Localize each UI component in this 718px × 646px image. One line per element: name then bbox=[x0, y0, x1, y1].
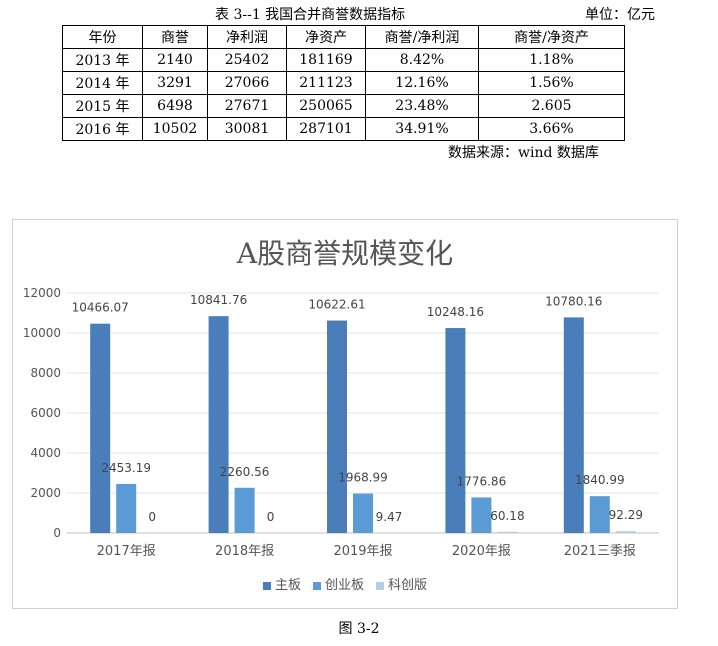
data-label: 2453.19 bbox=[101, 461, 151, 475]
table-cell: 12.16% bbox=[365, 71, 479, 95]
table-header-row: 年份 商誉 净利润 净资产 商誉/净利润 商誉/净资产 bbox=[62, 25, 625, 49]
x-tick-label: 2017年报 bbox=[97, 544, 156, 559]
chart-title: A股商誉规模变化 bbox=[236, 237, 454, 270]
table-row: 2013 年 2140 25402 181169 8.42% 1.18% bbox=[62, 48, 625, 72]
bar bbox=[234, 487, 255, 533]
data-label: 10780.16 bbox=[545, 294, 602, 308]
table-cell: 27066 bbox=[207, 71, 287, 95]
table-cell: 30081 bbox=[207, 117, 287, 141]
y-tick-label: 8000 bbox=[30, 366, 61, 380]
data-label: 1776.86 bbox=[457, 474, 507, 488]
bar bbox=[116, 483, 137, 533]
data-label: 1968.99 bbox=[338, 471, 388, 485]
bar bbox=[615, 531, 636, 533]
legend-item: 主板 bbox=[262, 574, 301, 593]
table-row: 2016 年 10502 30081 287101 34.91% 3.66% bbox=[62, 117, 625, 141]
chart-legend: 主板 创业板 科创版 bbox=[13, 574, 677, 593]
data-label: 2260.56 bbox=[220, 465, 270, 479]
figure-caption: 图 3-2 bbox=[338, 621, 380, 637]
table-header-cell: 年份 bbox=[62, 25, 143, 49]
bar bbox=[353, 493, 373, 533]
legend-swatch bbox=[312, 581, 321, 590]
table-cell: 2.605 bbox=[478, 94, 625, 118]
table-cell: 27671 bbox=[207, 94, 287, 118]
table-cell: 8.42% bbox=[365, 48, 479, 72]
bar bbox=[497, 531, 518, 533]
y-tick-label: 10000 bbox=[23, 326, 61, 340]
legend-label: 科创版 bbox=[388, 578, 428, 593]
data-label: 1840.99 bbox=[575, 473, 625, 487]
y-tick-label: 2000 bbox=[30, 486, 61, 500]
table-cell: 2140 bbox=[142, 48, 208, 72]
table-cell: 3291 bbox=[142, 71, 208, 95]
data-label: 10841.76 bbox=[190, 293, 247, 307]
table-cell: 250065 bbox=[286, 94, 366, 118]
table-cell: 2013 年 bbox=[62, 48, 143, 72]
table-header-cell: 净利润 bbox=[207, 25, 287, 49]
y-tick-label: 6000 bbox=[30, 406, 61, 420]
table-unit: 单位：亿元 bbox=[585, 7, 655, 23]
legend-swatch bbox=[262, 581, 271, 590]
data-label: 0 bbox=[267, 510, 275, 524]
table-cell: 2015 年 bbox=[62, 94, 143, 118]
table-header-cell: 商誉/净资产 bbox=[478, 25, 625, 49]
bar bbox=[589, 496, 610, 533]
data-label: 10466.07 bbox=[72, 301, 129, 315]
table-cell: 6498 bbox=[142, 94, 208, 118]
chart-frame: A股商誉规模变化 0 2000 4000 6000 8000 10000 12000 1046… bbox=[12, 219, 678, 609]
legend-item: 创业板 bbox=[312, 574, 364, 593]
table-cell: 3.66% bbox=[478, 117, 625, 141]
bar bbox=[327, 320, 347, 533]
table-cell: 181169 bbox=[286, 48, 366, 72]
y-tick-label: 12000 bbox=[23, 286, 61, 300]
table-cell: 1.18% bbox=[478, 48, 625, 72]
data-label: 0 bbox=[148, 510, 156, 524]
table-cell: 23.48% bbox=[365, 94, 479, 118]
table-cell: 34.91% bbox=[365, 117, 479, 141]
table-cell: 287101 bbox=[286, 117, 366, 141]
y-tick-label: 0 bbox=[53, 526, 61, 540]
y-tick-label: 4000 bbox=[30, 446, 61, 460]
table-title: 表 3--1 我国合并商誉数据指标 bbox=[215, 7, 406, 23]
data-label: 10622.61 bbox=[308, 298, 365, 312]
table-header-cell: 净资产 bbox=[286, 25, 366, 49]
legend-label: 主板 bbox=[274, 578, 301, 593]
table-row: 2015 年 6498 27671 250065 23.48% 2.605 bbox=[62, 94, 625, 118]
data-label: 60.18 bbox=[490, 509, 524, 523]
data-label: 10248.16 bbox=[427, 305, 484, 319]
x-tick-label: 2021三季报 bbox=[564, 544, 636, 559]
table-source: 数据来源：wind 数据库 bbox=[448, 145, 599, 161]
table-cell: 1.56% bbox=[478, 71, 625, 95]
table-header-cell: 商誉/净利润 bbox=[365, 25, 479, 49]
goodwill-table: 年份 商誉 净利润 净资产 商誉/净利润 商誉/净资产 2013 年 2140 … bbox=[62, 25, 625, 141]
data-label: 9.47 bbox=[376, 510, 403, 524]
bar bbox=[563, 317, 584, 533]
table-cell: 211123 bbox=[286, 71, 366, 95]
table-row: 2014 年 3291 27066 211123 12.16% 1.56% bbox=[62, 71, 625, 95]
bar bbox=[471, 497, 492, 533]
x-tick-label: 2018年报 bbox=[215, 544, 274, 559]
bar-chart: 0 2000 4000 6000 8000 10000 12000 10466.07 2453.… bbox=[23, 286, 659, 559]
table-caption: 表 3--1 我国合并商誉数据指标 单位：亿元 bbox=[0, 4, 718, 24]
legend-label: 创业板 bbox=[324, 578, 364, 593]
bar bbox=[90, 323, 111, 533]
table-header-cell: 商誉 bbox=[142, 25, 208, 49]
table-cell: 25402 bbox=[207, 48, 287, 72]
table-cell: 2014 年 bbox=[62, 71, 143, 95]
table-cell: 10502 bbox=[142, 117, 208, 141]
x-tick-label: 2020年报 bbox=[452, 544, 511, 559]
data-label: 92.29 bbox=[609, 508, 643, 522]
legend-item: 科创版 bbox=[376, 574, 427, 593]
bar bbox=[208, 316, 229, 533]
table-cell: 2016 年 bbox=[62, 117, 143, 141]
bar bbox=[445, 328, 466, 533]
legend-swatch bbox=[376, 581, 384, 590]
x-tick-label: 2019年报 bbox=[333, 544, 392, 559]
